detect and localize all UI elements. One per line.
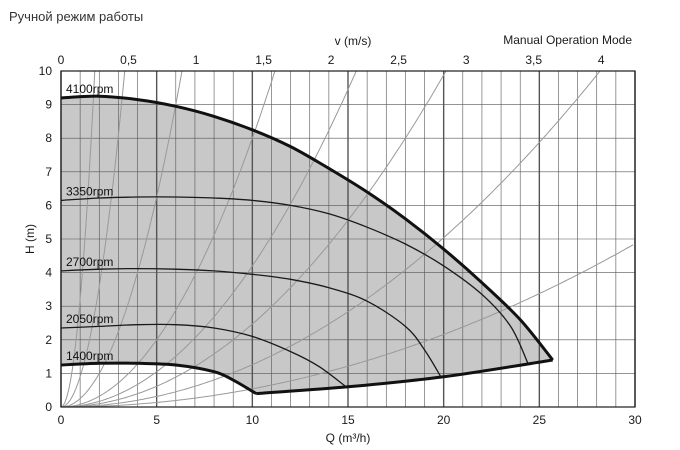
y-tick-label: 7 [45,165,52,179]
curve-3350rpm [60,196,529,364]
x-tick-label: 15 [341,413,355,427]
top-tick-label: 3,5 [525,53,542,67]
top-tick-label: 0,5 [120,53,137,67]
system-curve [61,71,126,407]
tick-labels: 0 5 10 15 20 25 30 0 1 2 3 4 5 6 7 8 9 10 0 0,5 1 1,5 2 2,5 3 3,5… [39,53,642,427]
x-tick-label: 25 [533,413,547,427]
series-label: 3350rpm [66,184,113,198]
grid [60,70,636,408]
series-label: 4100rpm [66,82,113,96]
x-tick-label: 20 [437,413,451,427]
curve-2700rpm [60,267,443,379]
system-curve [61,71,96,407]
curve-4100rpm [60,94,554,361]
top-tick-label: 3 [463,53,470,67]
system-curve [61,71,276,407]
y-tick-label: 9 [45,98,52,112]
x-axis-label: Q (m³/h) [326,431,371,445]
y-tick-label: 2 [45,333,52,347]
system-curve [61,71,601,407]
system-curve [61,71,447,407]
y-axis-label: H (m) [23,224,37,254]
series-label: 1400rpm [66,349,113,363]
top-tick-label: 1 [193,53,200,67]
y-tick-label: 6 [45,198,52,212]
operating-area-fill [61,96,553,394]
series-label: 2700rpm [66,255,113,269]
speed-curves [60,94,554,396]
curve-labels: 4100rpm 3350rpm 2700rpm 2050rpm 1400rpm [66,82,113,363]
top-axis-label: v (m/s) [335,34,372,48]
minimum-curve [256,358,553,396]
y-tick-label: 1 [45,366,52,380]
y-tick-label: 0 [45,400,52,414]
curve-1400rpm [60,361,257,395]
top-tick-label: 0 [58,53,65,67]
curve-2050rpm [60,323,347,388]
system-curves [61,71,634,407]
y-tick-label: 8 [45,131,52,145]
y-tick-label: 5 [45,232,52,246]
series-label: 2050rpm [66,312,113,326]
top-tick-label: 2,5 [390,53,407,67]
top-tick-label: 2 [328,53,335,67]
y-tick-label: 3 [45,299,52,313]
top-tick-label: 4 [598,53,605,67]
x-tick-label: 0 [58,413,65,427]
y-tick-label: 4 [45,266,52,280]
y-tick-label: 10 [39,64,53,78]
x-tick-label: 30 [628,413,642,427]
plot-frame [60,70,636,408]
x-tick-label: 10 [246,413,260,427]
mode-label: Manual Operation Mode [503,33,632,47]
top-tick-label: 1,5 [255,53,272,67]
system-curve [61,244,634,407]
x-tick-label: 5 [153,413,160,427]
plot-border [60,70,636,408]
operating-area [61,96,553,394]
system-curve [61,71,183,407]
page-title: Ручной режим работы [9,9,144,24]
